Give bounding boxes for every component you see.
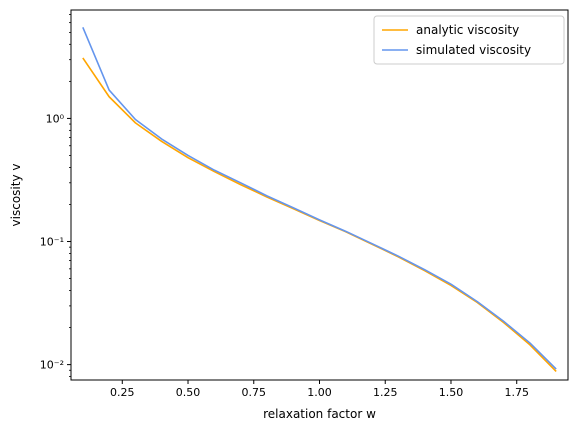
legend-label-0: analytic viscosity <box>416 23 519 37</box>
series-layer <box>82 26 557 373</box>
y-axis: 10⁻² 10⁻¹ 10⁰ <box>40 13 71 377</box>
legend: analytic viscosity simulated viscosity <box>373 15 565 65</box>
x-axis: 0.25 0.50 0.75 1.00 1.25 1.50 1.75 <box>110 380 529 399</box>
x-axis-label: relaxation factor w <box>263 407 376 421</box>
y-tick-label: 10⁻² <box>40 359 64 372</box>
y-axis-label: viscosity v <box>9 164 23 227</box>
series-line-1 <box>82 26 557 370</box>
plot-frame <box>70 9 569 381</box>
x-tick-label: 0.50 <box>176 386 201 399</box>
x-tick-label: 1.75 <box>504 386 529 399</box>
x-tick-label: 1.50 <box>439 386 464 399</box>
legend-box <box>373 15 565 65</box>
x-tick-label: 0.75 <box>242 386 267 399</box>
series-line-0 <box>82 57 557 373</box>
y-tick-label: 10⁻¹ <box>40 236 64 249</box>
x-tick-label: 1.25 <box>373 386 398 399</box>
x-tick-label: 1.00 <box>307 386 332 399</box>
legend-label-1: simulated viscosity <box>416 43 531 57</box>
x-tick-label: 0.25 <box>110 386 135 399</box>
y-tick-label: 10⁰ <box>46 112 65 125</box>
